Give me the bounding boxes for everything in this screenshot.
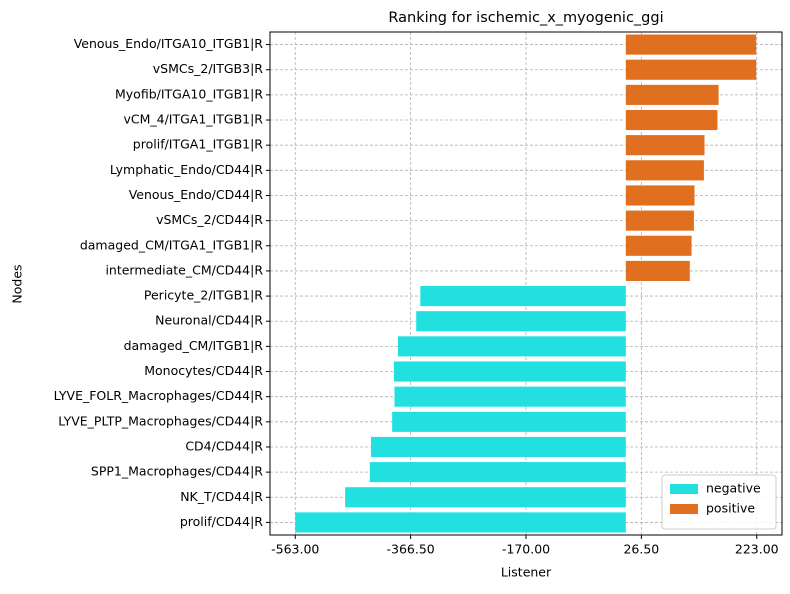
bar bbox=[625, 135, 705, 156]
bar bbox=[420, 286, 626, 307]
bar bbox=[625, 109, 718, 131]
bar bbox=[625, 84, 719, 105]
y-tick-label: prolif/ITGA1_ITGB1|R bbox=[133, 137, 264, 152]
chart-title: Ranking for ischemic_x_myogenic_ggi bbox=[388, 10, 663, 26]
y-tick-label: Lymphatic_Endo/CD44|R bbox=[110, 162, 263, 177]
bar bbox=[394, 386, 626, 407]
bar bbox=[625, 235, 692, 256]
legend-swatch bbox=[670, 484, 698, 494]
y-tick-label: LYVE_FOLR_Macrophages/CD44|R bbox=[54, 388, 264, 403]
y-tick-label: prolif/CD44|R bbox=[180, 514, 263, 529]
bar bbox=[625, 160, 704, 181]
bar bbox=[398, 336, 626, 357]
bar bbox=[625, 260, 690, 281]
bar bbox=[625, 210, 694, 231]
y-tick-label: Pericyte_2/ITGB1|R bbox=[144, 288, 263, 303]
y-tick-label: damaged_CM/ITGB1|R bbox=[124, 338, 264, 353]
bar bbox=[369, 462, 626, 483]
bar bbox=[393, 361, 626, 382]
bar bbox=[295, 512, 626, 533]
x-tick-label: -563.00 bbox=[271, 542, 319, 557]
bar bbox=[416, 311, 626, 332]
y-tick-label: NK_T/CD44|R bbox=[180, 489, 263, 504]
y-tick-label: intermediate_CM/CD44|R bbox=[105, 262, 263, 277]
y-tick-label: Monocytes/CD44|R bbox=[144, 363, 263, 378]
legend-label: positive bbox=[706, 501, 755, 516]
y-axis-label: Nodes bbox=[10, 264, 25, 303]
bar bbox=[625, 59, 757, 80]
y-tick-label: LYVE_PLTP_Macrophages/CD44|R bbox=[58, 413, 263, 428]
x-tick-label: 26.50 bbox=[623, 542, 659, 557]
y-tick-label: Myofib/ITGA10_ITGB1|R bbox=[115, 86, 263, 101]
y-tick-label: Neuronal/CD44|R bbox=[155, 313, 263, 328]
x-tick-label: -366.50 bbox=[386, 542, 434, 557]
legend-label: negative bbox=[706, 481, 761, 496]
bar bbox=[625, 34, 757, 55]
bar bbox=[370, 436, 626, 458]
bar bbox=[392, 411, 626, 432]
y-tick-label: damaged_CM/ITGA1_ITGB1|R bbox=[80, 237, 263, 252]
y-tick-label: CD4/CD44|R bbox=[185, 438, 263, 453]
legend: negative positive bbox=[661, 474, 777, 530]
y-tick-label: vSMCs_2/CD44|R bbox=[156, 212, 263, 227]
plot-frame bbox=[269, 31, 783, 536]
legend-swatch bbox=[670, 504, 698, 514]
y-tick-label: vSMCs_2/ITGB3|R bbox=[153, 61, 264, 76]
x-tick-label: 223.00 bbox=[735, 542, 779, 557]
y-tick-label: Venous_Endo/CD44|R bbox=[129, 187, 264, 202]
y-tick-label: SPP1_Macrophages/CD44|R bbox=[91, 464, 263, 479]
y-tick-label: vCM_4/ITGA1_ITGB1|R bbox=[123, 112, 263, 127]
x-axis-label: Listener bbox=[501, 565, 552, 580]
bar bbox=[625, 185, 695, 206]
y-tick-label: Venous_Endo/ITGA10_ITGB1|R bbox=[74, 36, 264, 51]
bar bbox=[345, 487, 626, 508]
x-tick-label: -170.00 bbox=[502, 542, 550, 557]
